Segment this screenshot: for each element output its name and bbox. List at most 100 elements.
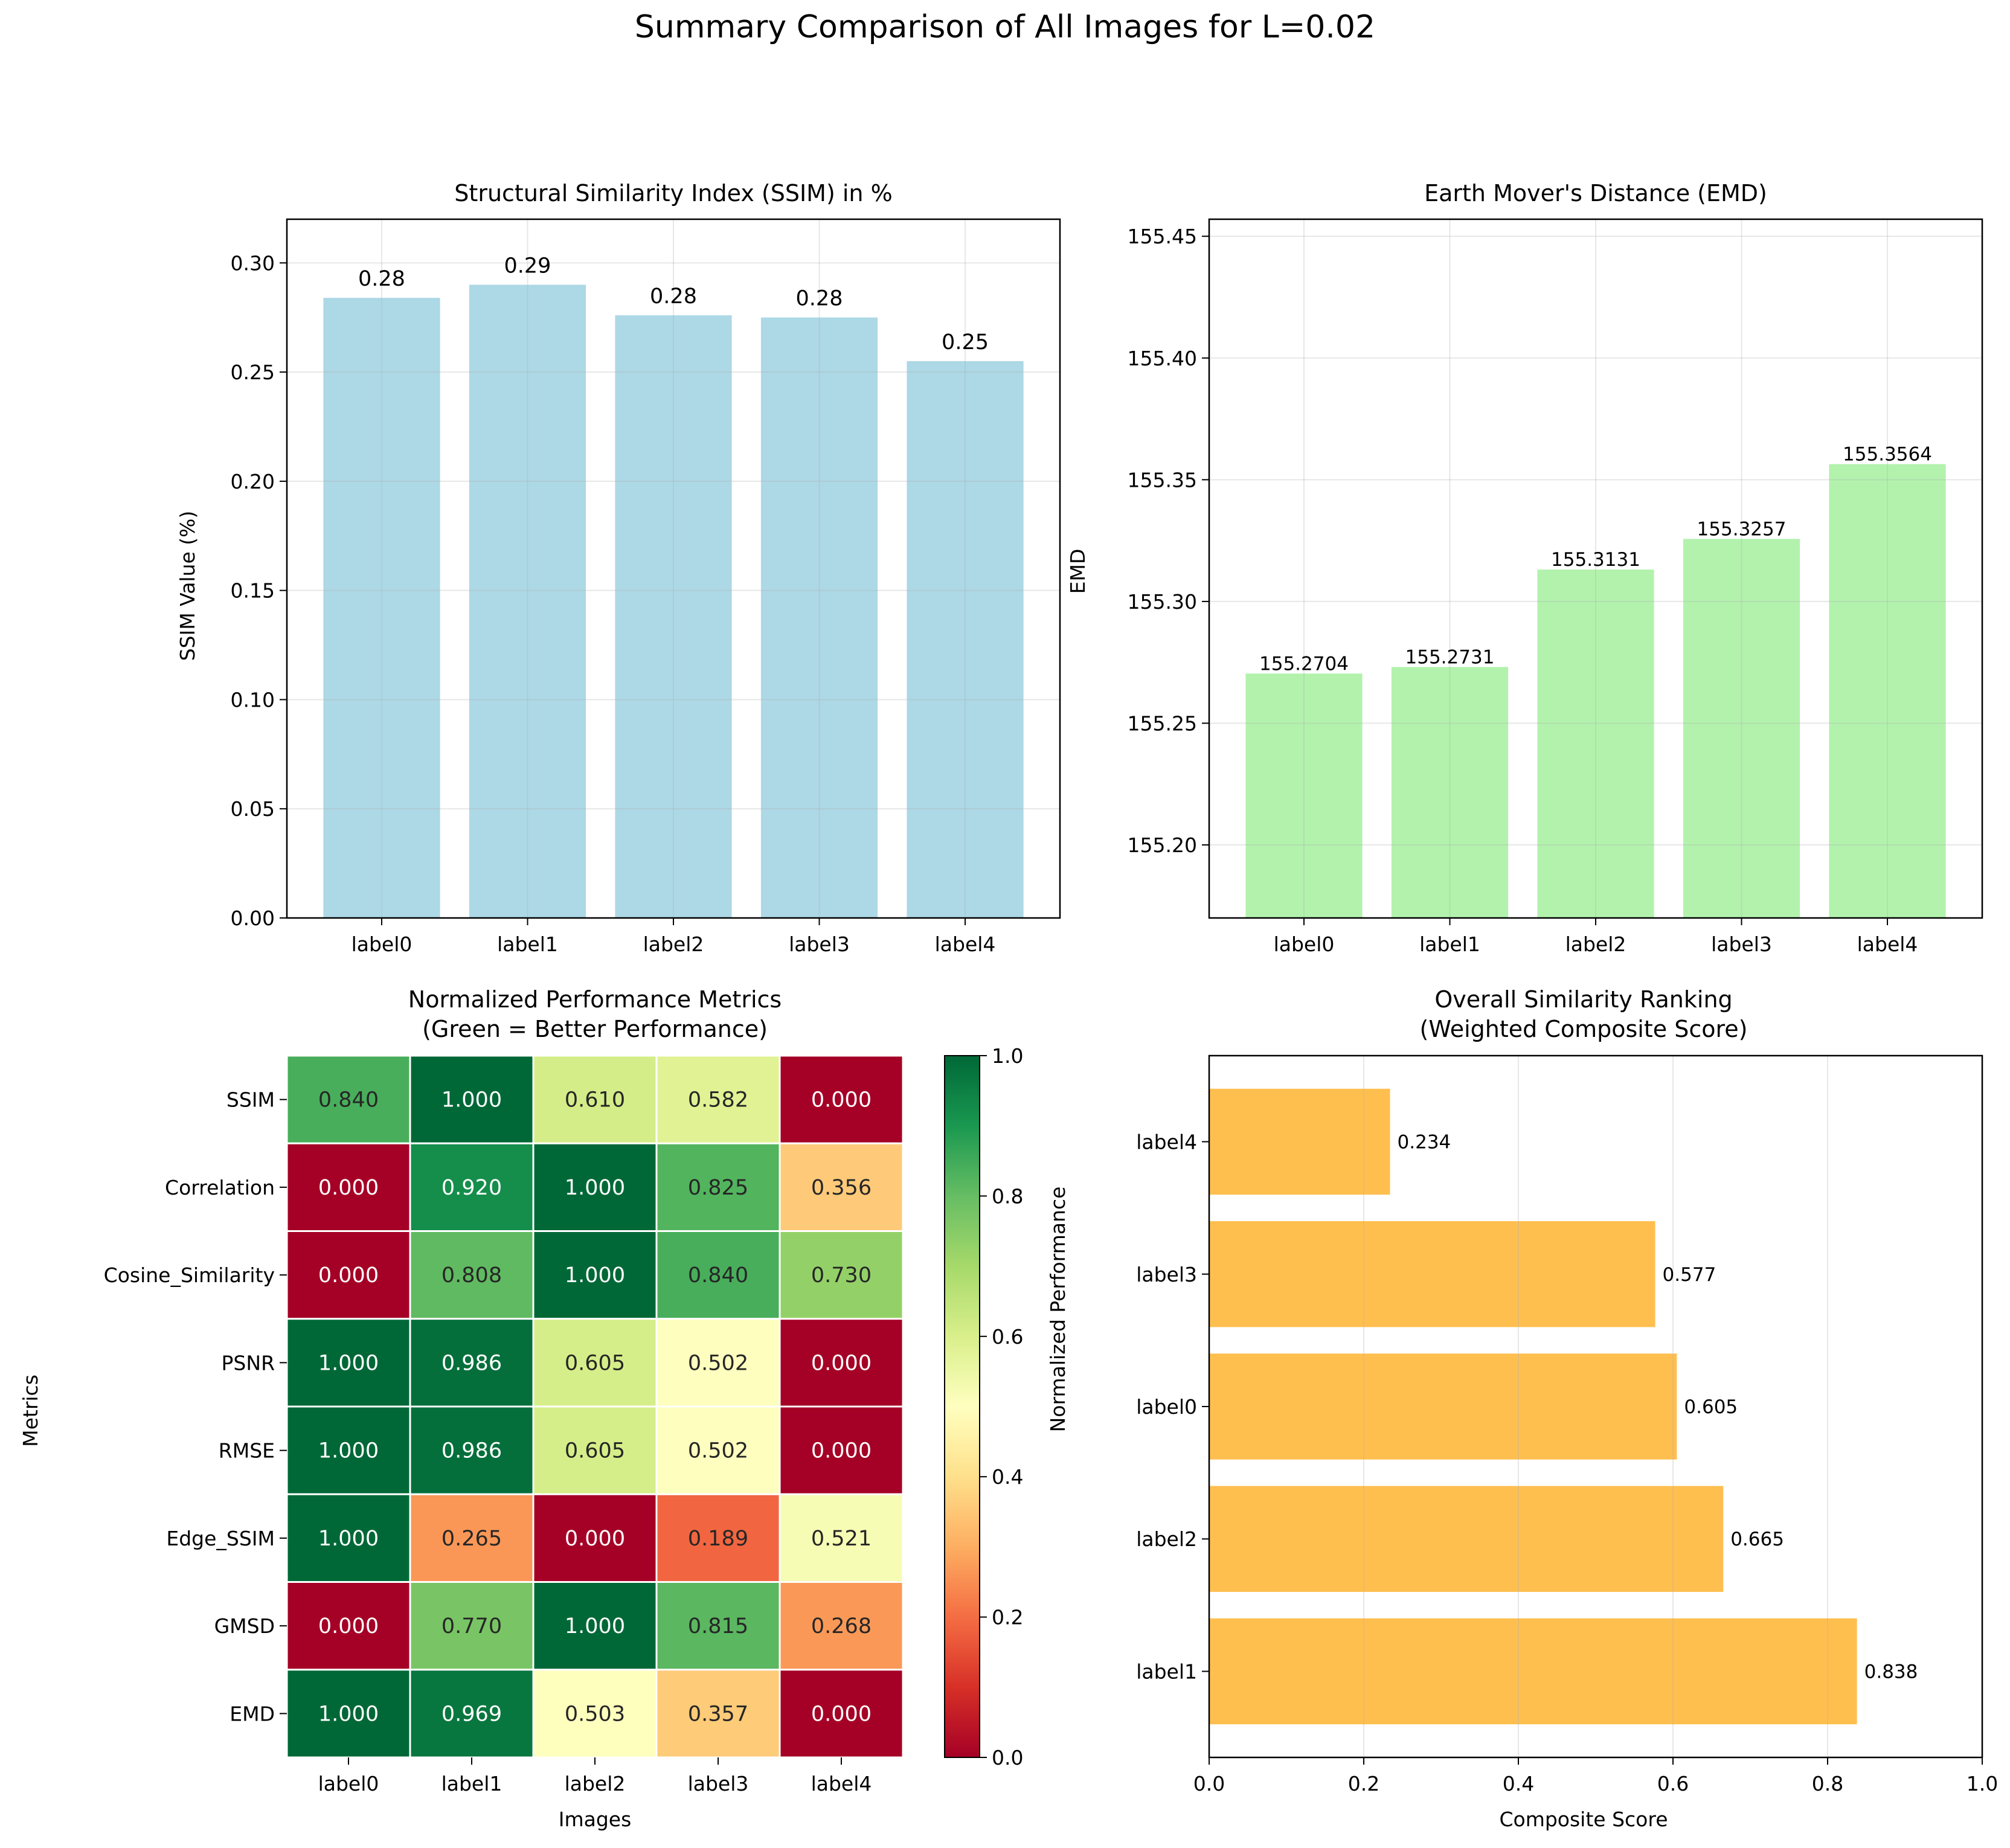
heatmap-chart-subtitle: (Green = Better Performance) bbox=[422, 1016, 768, 1042]
heatmap-cell-value: 0.503 bbox=[565, 1702, 625, 1726]
figure-suptitle: Summary Comparison of All Images for L=0… bbox=[635, 9, 1375, 45]
ranking-bar bbox=[1209, 1486, 1724, 1592]
heatmap-cell-value: 0.265 bbox=[441, 1527, 502, 1551]
heatmap-cell-value: 0.840 bbox=[318, 1088, 379, 1112]
heatmap-cell-value: 0.969 bbox=[441, 1702, 502, 1726]
ranking-chart-subtitle: (Weighted Composite Score) bbox=[1420, 1016, 1748, 1042]
heatmap-cell-value: 1.000 bbox=[318, 1351, 379, 1375]
colorbar bbox=[945, 1056, 980, 1757]
heatmap-cell-value: 0.189 bbox=[688, 1527, 748, 1551]
ranking-bar bbox=[1209, 1221, 1655, 1327]
heatmap-cell bbox=[779, 1230, 904, 1320]
emd-plot-area: 155.2704 155.2731 155.3131 155.3257 155.3564… bbox=[1128, 218, 1983, 956]
heatmap-cell-value: 0.000 bbox=[811, 1439, 872, 1463]
ranking-xtick-label: 0.0 bbox=[1193, 1772, 1225, 1795]
heatmap-chart: Normalized Performance Metrics (Green = … bbox=[19, 986, 1070, 1831]
ranking-ytick-label: label0 bbox=[1136, 1395, 1197, 1419]
heatmap-cell-value: 0.000 bbox=[811, 1088, 872, 1112]
heatmap-cell-value: 1.000 bbox=[565, 1263, 625, 1288]
ssim-chart: Structural Similarity Index (SSIM) in % … bbox=[176, 180, 1061, 956]
heatmap-cell-value: 0.000 bbox=[318, 1614, 379, 1638]
ranking-bar bbox=[1209, 1353, 1677, 1460]
colorbar-label: Normalized Performance bbox=[1046, 1187, 1070, 1433]
ranking-xtick-label: 1.0 bbox=[1967, 1772, 1998, 1795]
heatmap-ytick-label: GMSD bbox=[214, 1614, 275, 1638]
heatmap-cell bbox=[532, 1581, 658, 1671]
emd-value-label: 155.3257 bbox=[1697, 518, 1787, 540]
ssim-xtick-label: label3 bbox=[789, 932, 850, 956]
emd-value-label: 155.2731 bbox=[1405, 646, 1495, 668]
heatmap-cell-value: 0.815 bbox=[688, 1614, 748, 1638]
ssim-xtick-label: label0 bbox=[352, 932, 413, 956]
ranking-value-label: 0.665 bbox=[1730, 1529, 1784, 1550]
ssim-value-label: 0.28 bbox=[650, 284, 697, 309]
ranking-plot-area: 0.838 0.665 0.605 0.577 0.234 label1 label2 lab… bbox=[1136, 1054, 1998, 1795]
emd-bar bbox=[1829, 464, 1946, 918]
ranking-ytick-label: label4 bbox=[1136, 1131, 1197, 1154]
emd-axes-frame bbox=[1208, 218, 1983, 919]
ssim-axes-frame bbox=[286, 218, 1061, 919]
heatmap-cell-value: 0.770 bbox=[441, 1614, 502, 1638]
heatmap-cell-value: 1.000 bbox=[565, 1176, 625, 1200]
ssim-value-label: 0.29 bbox=[504, 254, 551, 278]
ssim-ytick-label: 0.00 bbox=[231, 906, 275, 930]
heatmap-cell bbox=[655, 1493, 781, 1583]
emd-ytick-label: 155.40 bbox=[1128, 347, 1197, 370]
heatmap-cell bbox=[779, 1405, 904, 1495]
ranking-xlabel: Composite Score bbox=[1499, 1808, 1668, 1831]
heatmap-cell bbox=[532, 1230, 658, 1320]
emd-xtick-label: label2 bbox=[1565, 932, 1626, 956]
heatmap-cell-value: 0.000 bbox=[811, 1351, 872, 1375]
heatmap-cell bbox=[286, 1230, 411, 1320]
emd-chart: Earth Mover's Distance (EMD) EMD 155.270… bbox=[1066, 180, 1983, 956]
emd-value-label: 155.3131 bbox=[1551, 549, 1640, 571]
ranking-chart: Overall Similarity Ranking (Weighted Com… bbox=[1136, 986, 1998, 1831]
heatmap-cell bbox=[779, 1669, 904, 1759]
heatmap-cell bbox=[409, 1054, 535, 1144]
colorbar-tick-label: 0.4 bbox=[992, 1465, 1023, 1489]
heatmap-xtick-label: label2 bbox=[565, 1772, 626, 1795]
heatmap-cell bbox=[779, 1318, 904, 1408]
heatmap-cell-value: 0.840 bbox=[688, 1263, 748, 1288]
heatmap-cell bbox=[532, 1318, 658, 1408]
ssim-bar bbox=[323, 298, 440, 919]
heatmap-ytick-label: SSIM bbox=[226, 1088, 275, 1112]
heatmap-cell bbox=[779, 1142, 904, 1232]
heatmap-cell-value: 0.582 bbox=[688, 1088, 748, 1112]
ssim-chart-ylabel: SSIM Value (%) bbox=[176, 511, 199, 661]
heatmap-cell bbox=[409, 1230, 535, 1320]
heatmap-ytick-label: Cosine_Similarity bbox=[104, 1263, 275, 1287]
heatmap-cell bbox=[532, 1669, 658, 1759]
heatmap-cell bbox=[655, 1230, 781, 1320]
ranking-ytick-label: label3 bbox=[1136, 1263, 1197, 1286]
heatmap-cell-value: 0.357 bbox=[688, 1702, 748, 1726]
heatmap-cell-value: 0.521 bbox=[811, 1527, 872, 1551]
emd-xtick-label: label4 bbox=[1857, 932, 1918, 956]
emd-chart-title: Earth Mover's Distance (EMD) bbox=[1424, 180, 1767, 207]
heatmap-cell bbox=[286, 1405, 411, 1495]
heatmap-ytick-label: PSNR bbox=[222, 1351, 275, 1375]
heatmap-cell bbox=[409, 1493, 535, 1583]
ssim-ytick-label: 0.25 bbox=[231, 361, 275, 384]
heatmap-cell-value: 0.825 bbox=[688, 1176, 748, 1200]
heatmap-ytick-label: Correlation bbox=[165, 1176, 275, 1199]
heatmap-cell bbox=[779, 1493, 904, 1583]
heatmap-cell-value: 1.000 bbox=[318, 1439, 379, 1463]
heatmap-cell bbox=[655, 1054, 781, 1144]
ranking-ytick-label: label2 bbox=[1136, 1527, 1197, 1551]
heatmap-cell bbox=[409, 1669, 535, 1759]
emd-value-label: 155.2704 bbox=[1259, 653, 1349, 675]
emd-ytick-label: 155.45 bbox=[1128, 225, 1197, 248]
heatmap-cell bbox=[779, 1054, 904, 1144]
ssim-plot-area: 0.28 0.29 0.28 0.28 0.25 0.00 0.05 0.10 0.15 0.20… bbox=[231, 218, 1061, 956]
ssim-xtick-label: label1 bbox=[497, 932, 558, 956]
ranking-axes-frame bbox=[1208, 1054, 1983, 1759]
heatmap-ytick-label: EMD bbox=[230, 1702, 275, 1725]
emd-ytick-label: 155.30 bbox=[1128, 590, 1197, 614]
colorbar-frame bbox=[944, 1055, 980, 1758]
ssim-bar bbox=[615, 315, 732, 918]
emd-xtick-label: label0 bbox=[1274, 932, 1335, 956]
ssim-ytick-label: 0.05 bbox=[231, 797, 275, 821]
ranking-xtick-label: 0.6 bbox=[1657, 1772, 1689, 1795]
